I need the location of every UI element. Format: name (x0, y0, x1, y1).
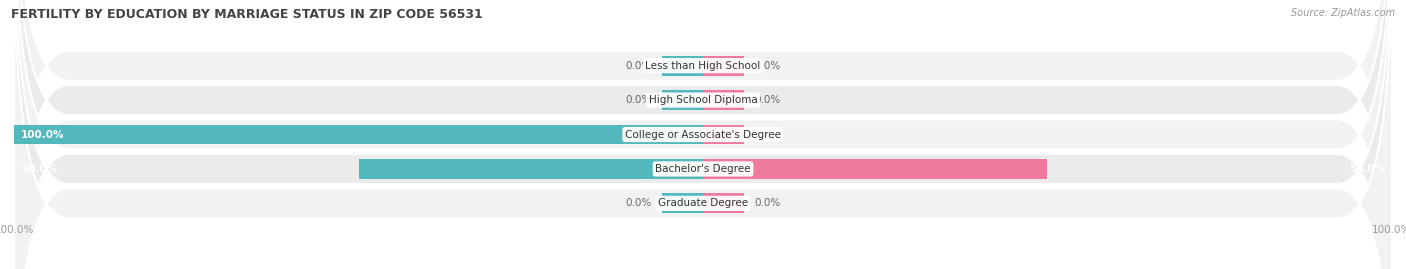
Text: Less than High School: Less than High School (645, 61, 761, 71)
Text: 0.0%: 0.0% (755, 95, 780, 105)
FancyBboxPatch shape (14, 0, 1392, 269)
Text: 50.0%: 50.0% (1348, 164, 1385, 174)
Bar (359, 159, 703, 179)
Bar (662, 193, 703, 213)
Bar (703, 125, 744, 144)
Bar (703, 90, 744, 110)
Text: 0.0%: 0.0% (755, 129, 780, 140)
Bar (703, 193, 744, 213)
Text: 0.0%: 0.0% (626, 95, 651, 105)
Text: 0.0%: 0.0% (755, 61, 780, 71)
Text: FERTILITY BY EDUCATION BY MARRIAGE STATUS IN ZIP CODE 56531: FERTILITY BY EDUCATION BY MARRIAGE STATU… (11, 8, 484, 21)
Text: College or Associate's Degree: College or Associate's Degree (626, 129, 780, 140)
Text: High School Diploma: High School Diploma (648, 95, 758, 105)
Text: 50.0%: 50.0% (21, 164, 58, 174)
Text: Graduate Degree: Graduate Degree (658, 198, 748, 208)
FancyBboxPatch shape (14, 0, 1392, 269)
Text: Source: ZipAtlas.com: Source: ZipAtlas.com (1291, 8, 1395, 18)
Bar (703, 56, 744, 76)
Text: 0.0%: 0.0% (626, 198, 651, 208)
Bar (662, 90, 703, 110)
Bar (14, 125, 703, 144)
Bar (662, 56, 703, 76)
Text: 100.0%: 100.0% (21, 129, 65, 140)
Bar (703, 159, 1047, 179)
FancyBboxPatch shape (14, 0, 1392, 269)
FancyBboxPatch shape (14, 0, 1392, 269)
Text: Bachelor's Degree: Bachelor's Degree (655, 164, 751, 174)
Text: 0.0%: 0.0% (755, 198, 780, 208)
FancyBboxPatch shape (14, 0, 1392, 269)
Text: 0.0%: 0.0% (626, 61, 651, 71)
